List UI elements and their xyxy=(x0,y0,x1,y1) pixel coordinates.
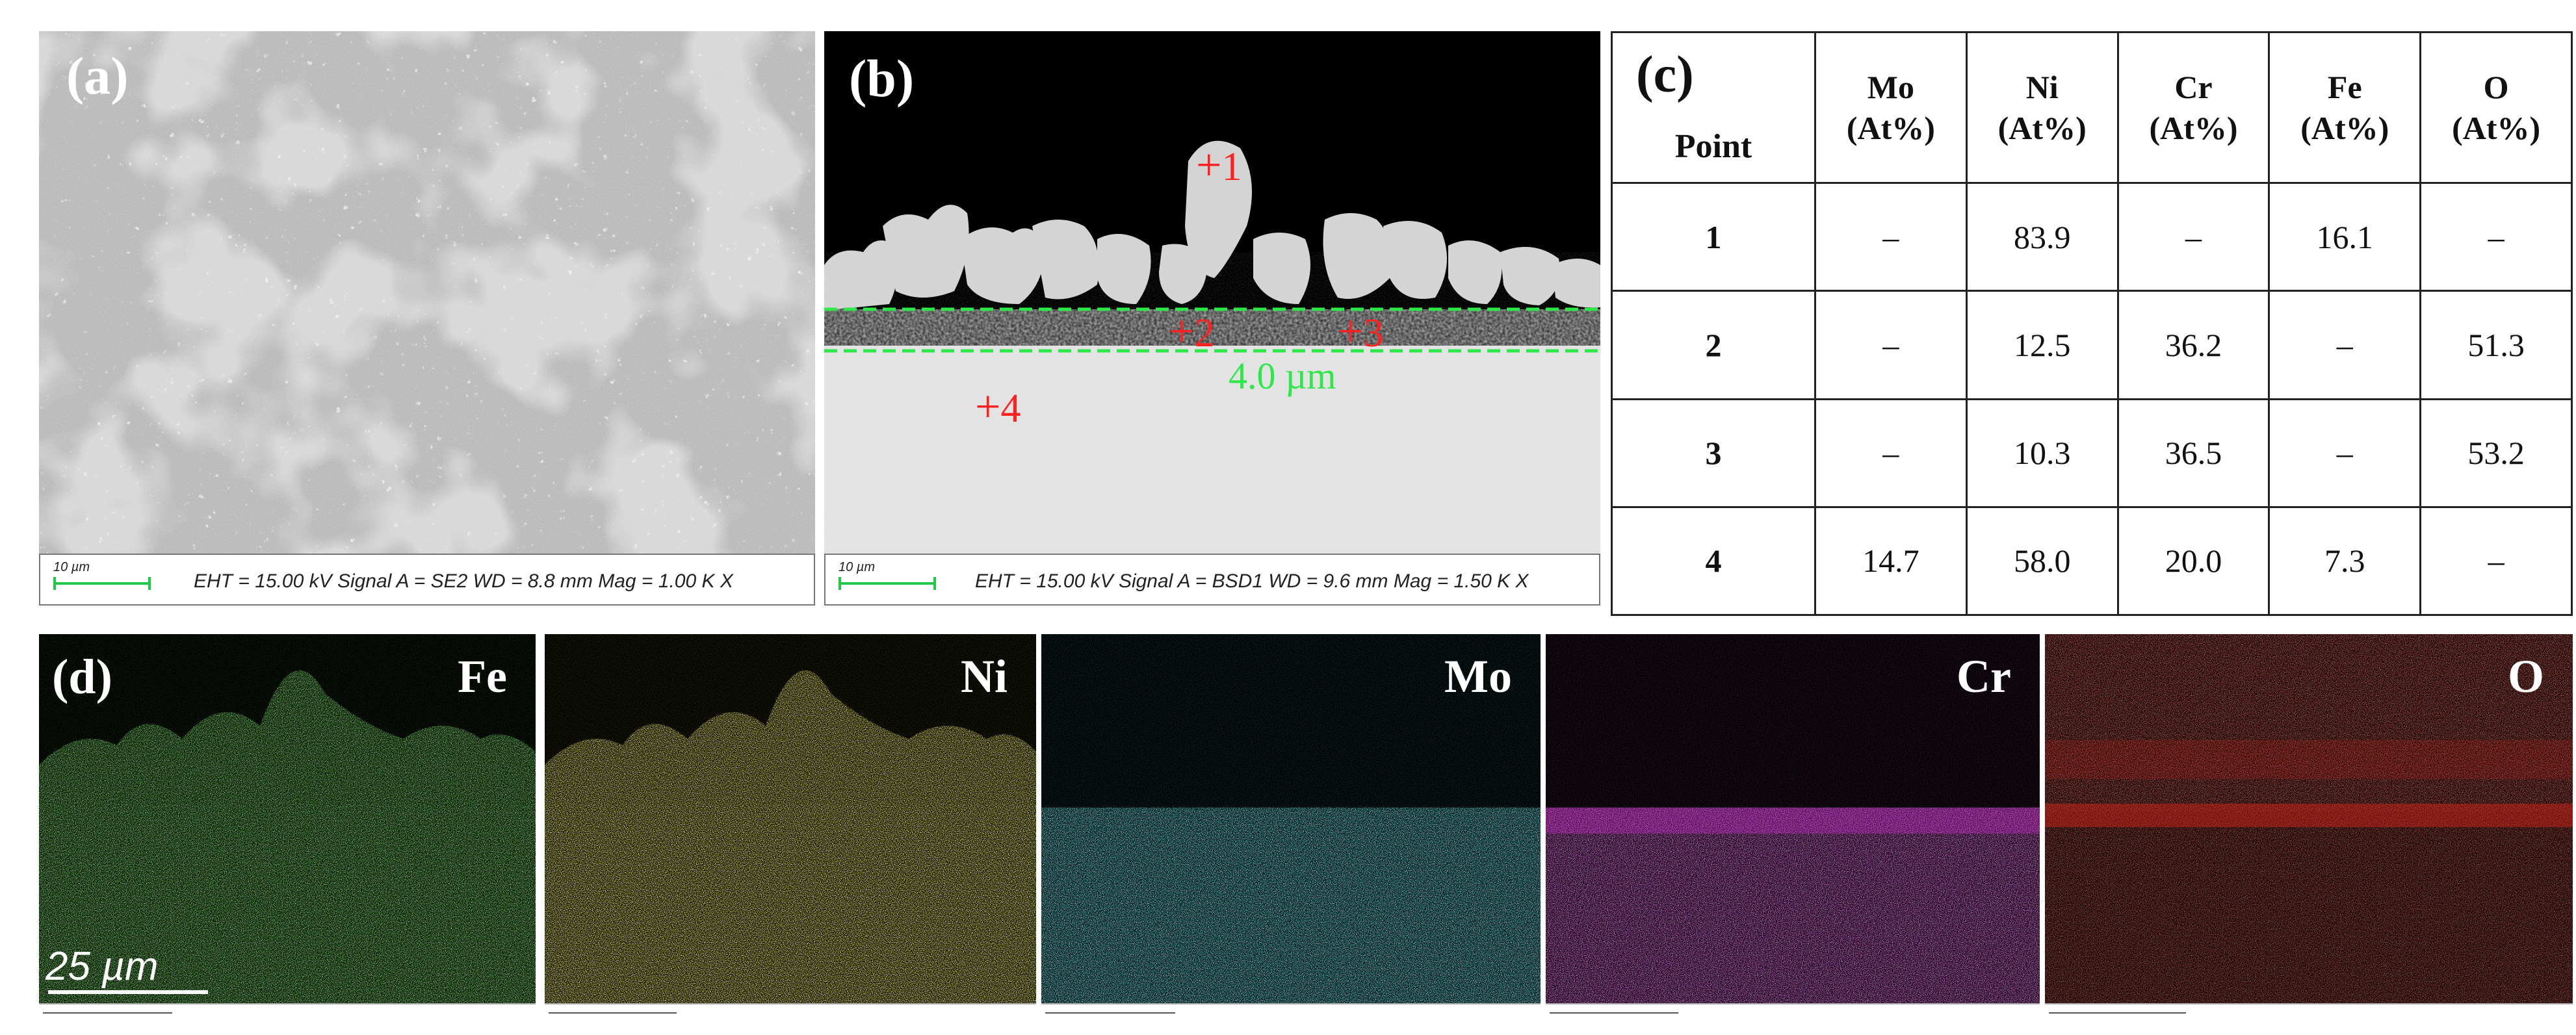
eds-mini-scale-bar xyxy=(2049,1012,2186,1014)
eds-map-image xyxy=(1041,634,1541,1003)
eds-element-label: Cr xyxy=(1957,650,2011,702)
eds-info-bar xyxy=(39,1003,536,1025)
eds-element-label: Ni xyxy=(961,650,1008,702)
value-cell: 10.3 xyxy=(1965,398,2119,508)
point-cell: 1 xyxy=(1611,181,1816,292)
value-cell: 16.1 xyxy=(2268,181,2422,292)
eds-map-image xyxy=(39,634,536,1003)
sem-image-a xyxy=(39,31,815,603)
value-cell: – xyxy=(2268,290,2422,400)
table-row: 2 – 12.5 36.2 – 51.3 xyxy=(1611,290,2573,400)
value-cell: – xyxy=(1814,290,1968,400)
point-marker-1: +1 xyxy=(1196,140,1242,190)
panel-label-d: (d) xyxy=(52,650,112,704)
value-cell: 20.0 xyxy=(2116,505,2270,617)
eds-map-image xyxy=(2045,634,2573,1003)
eds-mini-scale-bar xyxy=(549,1012,677,1014)
value-cell: 14.7 xyxy=(1814,505,1968,617)
sem-params-b: EHT = 15.00 kV Signal A = BSD1 WD = 9.6 … xyxy=(975,570,1529,592)
value-cell: 53.2 xyxy=(2419,398,2573,508)
point-cell: 2 xyxy=(1611,290,1816,400)
panel-label-b: (b) xyxy=(849,49,915,108)
scale-bar-d xyxy=(48,990,208,994)
sem-params-a: EHT = 15.00 kV Signal A = SE2 WD = 8.8 m… xyxy=(194,570,733,592)
value-cell: 83.9 xyxy=(1965,181,2119,292)
eds-element-label: Fe xyxy=(458,650,507,702)
sem-info-bar-a: 10 µm EHT = 15.00 kV Signal A = SE2 WD =… xyxy=(39,554,815,606)
value-cell: 51.3 xyxy=(2419,290,2573,400)
column-header-cr: Cr (At%) xyxy=(2116,31,2270,184)
eds-map-ni: Ni xyxy=(545,634,1036,1025)
eds-map-mo: Mo xyxy=(1041,634,1541,1025)
value-cell: – xyxy=(1814,181,1968,292)
eds-map-fe: Fe xyxy=(39,634,536,1025)
scale-bar-label-a: 10 µm xyxy=(53,560,90,574)
value-cell: – xyxy=(2268,398,2422,508)
column-header-ni: Ni (At%) xyxy=(1965,31,2119,184)
eds-element-label: Mo xyxy=(1444,650,1512,702)
value-cell: – xyxy=(2419,505,2573,617)
eds-map-image xyxy=(1546,634,2040,1003)
scale-bar-b xyxy=(839,577,936,590)
table-row: 3 – 10.3 36.5 – 53.2 xyxy=(1611,398,2573,508)
value-cell: – xyxy=(1814,398,1968,508)
value-cell: – xyxy=(2419,181,2573,292)
value-cell: 12.5 xyxy=(1965,290,2119,400)
value-cell: 7.3 xyxy=(2268,505,2422,617)
table-corner-cell: (c) Point xyxy=(1611,31,1816,184)
table-row: 1 – 83.9 – 16.1 – xyxy=(1611,181,2573,292)
point-marker-2: +2 xyxy=(1169,307,1215,357)
sem-info-bar-b: 10 µm EHT = 15.00 kV Signal A = BSD1 WD … xyxy=(824,554,1600,606)
oxide-thickness-label: 4.0 µm xyxy=(1229,355,1336,397)
eds-info-bar xyxy=(1041,1003,1541,1025)
eds-mini-scale-bar xyxy=(1550,1012,1678,1014)
value-cell: 58.0 xyxy=(1965,505,2119,617)
eds-info-bar xyxy=(545,1003,1036,1025)
column-header-mo: Mo (At%) xyxy=(1814,31,1968,184)
eds-element-label: O xyxy=(2507,650,2544,702)
scale-bar-a xyxy=(53,577,151,590)
scale-bar-label-b: 10 µm xyxy=(839,560,875,574)
eds-map-o: O xyxy=(2045,634,2573,1025)
eds-map-image xyxy=(545,634,1036,1003)
panel-label-a: (a) xyxy=(66,46,129,105)
sem-panel-b: (b) +1 +2 +3 +4 4.0 µm xyxy=(824,31,1600,603)
point-cell: 4 xyxy=(1611,505,1816,617)
point-cell: 3 xyxy=(1611,398,1816,508)
point-column-header: Point xyxy=(1674,128,1752,165)
eds-map-cr: Cr xyxy=(1546,634,2040,1025)
eds-info-bar xyxy=(2045,1003,2573,1025)
value-cell: 36.5 xyxy=(2116,398,2270,508)
eds-mini-scale-bar xyxy=(43,1012,172,1014)
composition-table: (c) Point Mo (At%) Ni (At%) Cr (At%) Fe (At%… xyxy=(1611,31,2573,617)
sem-panel-a: (a) xyxy=(39,31,815,603)
value-cell: – xyxy=(2116,181,2270,292)
column-header-o: O (At%) xyxy=(2419,31,2573,184)
eds-info-bar xyxy=(1546,1003,2040,1025)
point-marker-4: +4 xyxy=(975,382,1021,432)
column-header-fe: Fe (At%) xyxy=(2268,31,2422,184)
eds-mini-scale-bar xyxy=(1045,1012,1175,1014)
value-cell: 36.2 xyxy=(2116,290,2270,400)
table-row: 4 14.7 58.0 20.0 7.3 – xyxy=(1611,505,2573,617)
scale-bar-label-d: 25 µm xyxy=(46,944,159,989)
point-marker-3: +3 xyxy=(1338,307,1384,357)
panel-label-c: (c) xyxy=(1636,46,1694,103)
table-header-row: (c) Point Mo (At%) Ni (At%) Cr (At%) Fe (At%… xyxy=(1611,31,2573,184)
